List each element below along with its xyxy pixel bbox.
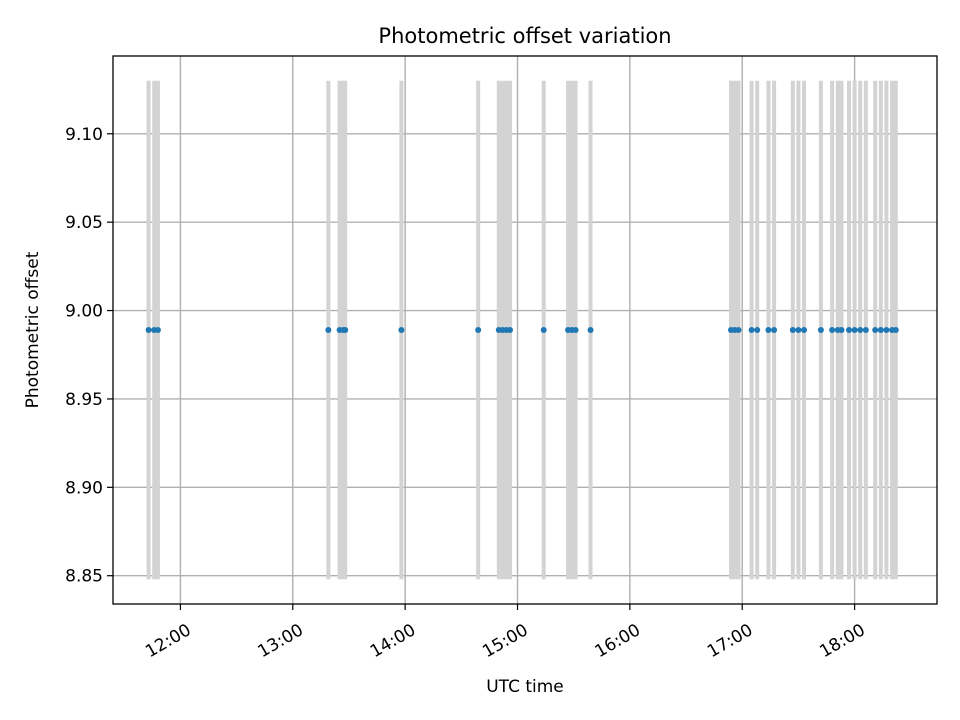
data-point (877, 327, 884, 333)
y-tick-label: 8.85 (65, 567, 103, 587)
data-point (540, 327, 547, 333)
data-point (795, 327, 802, 333)
data-point (398, 327, 405, 333)
data-point (857, 327, 864, 333)
data-point (771, 327, 778, 333)
data-point (789, 327, 796, 333)
data-point (754, 327, 761, 333)
y-tick-label: 8.95 (65, 390, 103, 410)
data-point (829, 327, 836, 333)
x-tick-label: 17:00 (704, 620, 756, 662)
x-tick-label: 12:00 (142, 620, 194, 662)
x-axis-ticks: 12:00 13:00 14:00 15:00 16:00 17:00 18:00 (142, 604, 869, 662)
y-tick-label: 9.05 (65, 213, 103, 233)
data-point (475, 327, 482, 333)
plot-frame (112, 55, 938, 605)
data-point (748, 327, 755, 333)
data-point (572, 327, 579, 333)
x-tick-label: 13:00 (254, 620, 306, 662)
data-point (892, 327, 899, 333)
data-point (342, 327, 349, 333)
y-tick-label: 9.10 (65, 125, 103, 145)
data-points (145, 327, 899, 333)
x-tick-label: 14:00 (367, 620, 419, 662)
y-tick-label: 8.90 (65, 478, 103, 498)
chart-title: Photometric offset variation (378, 24, 671, 48)
x-tick-label: 16:00 (592, 620, 644, 662)
y-axis-ticks: 8.85 8.90 8.95 9.00 9.05 9.10 (65, 125, 113, 587)
y-axis-label: Photometric offset (23, 251, 43, 408)
x-tick-label: 15:00 (479, 620, 531, 662)
data-point (765, 327, 772, 333)
data-point (872, 327, 879, 333)
data-point (735, 327, 742, 333)
data-point (507, 327, 514, 333)
data-point (838, 327, 845, 333)
data-point (801, 327, 808, 333)
y-tick-label: 9.00 (65, 302, 103, 322)
data-point (845, 327, 852, 333)
data-point (587, 327, 594, 333)
grid (113, 56, 937, 604)
data-point (325, 327, 332, 333)
data-point (817, 327, 824, 333)
x-axis-label: UTC time (486, 677, 564, 697)
data-point (883, 327, 890, 333)
data-point (145, 327, 152, 333)
data-point (862, 327, 869, 333)
x-tick-label: 18:00 (816, 620, 868, 662)
data-point (851, 327, 858, 333)
data-point (154, 327, 161, 333)
error-bars (146, 80, 898, 580)
